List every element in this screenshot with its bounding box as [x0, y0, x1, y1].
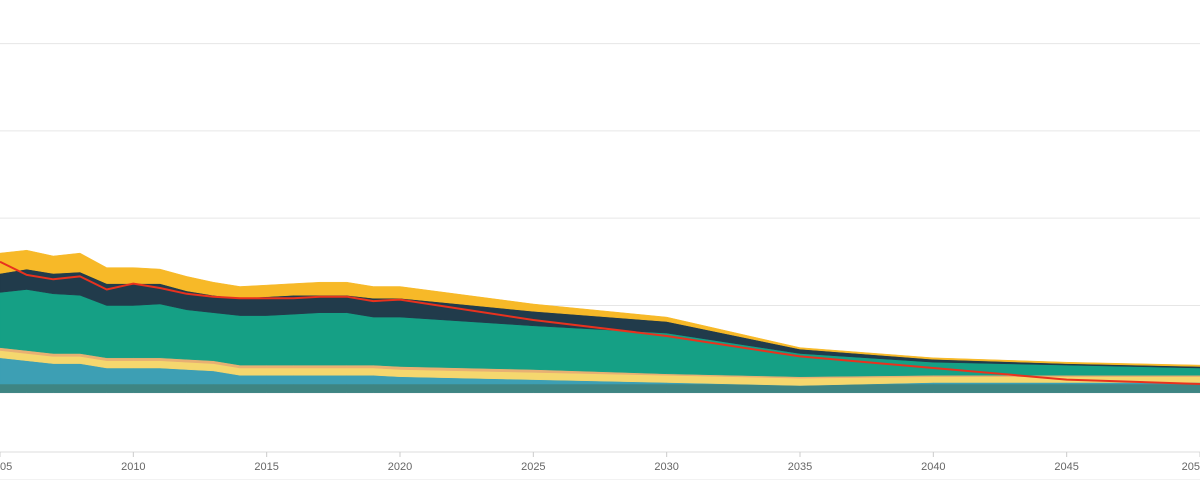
x-tick-label-0: 05: [0, 461, 12, 473]
x-tick-label-9: 205: [1182, 461, 1200, 473]
x-axis-ticks: 05 2010 2015 2020 2025 2030 2035 2040 2045 205: [0, 452, 1200, 473]
x-tick-label-1: 2010: [121, 461, 145, 473]
x-tick-label-3: 2020: [388, 461, 412, 473]
x-tick-label-8: 2045: [1054, 461, 1078, 473]
x-tick-label-4: 2025: [521, 461, 545, 473]
trend-line: [0, 260, 1200, 385]
area-series-1: [0, 383, 1200, 393]
trend-line-group: [0, 260, 1200, 385]
gridlines: [0, 43, 1200, 480]
area-series-group: [0, 249, 1200, 393]
x-tick-label-6: 2035: [788, 461, 812, 473]
x-tick-label-2: 2015: [254, 461, 278, 473]
x-tick-label-5: 2030: [654, 461, 678, 473]
area-series-7: [0, 249, 1200, 367]
x-tick-label-7: 2040: [921, 461, 945, 473]
